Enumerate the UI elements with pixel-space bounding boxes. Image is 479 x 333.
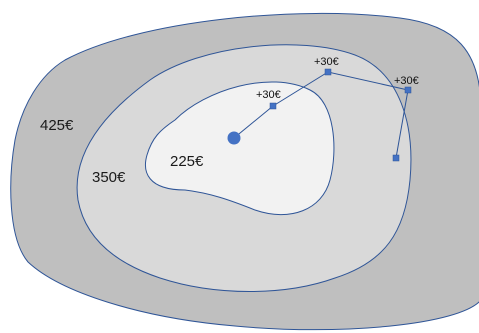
zone-label-middle: 350€: [92, 169, 126, 186]
step-marker: [404, 86, 412, 94]
end-marker: [392, 154, 400, 162]
step-label-2: +30€: [314, 56, 339, 68]
step-label-3: +30€: [394, 75, 419, 87]
step-label-1: +30€: [256, 89, 281, 101]
step-marker: [324, 68, 332, 76]
step-marker: [269, 102, 277, 110]
zone-label-inner: 225€: [170, 153, 204, 170]
zone-label-outer: 425€: [40, 117, 74, 134]
start-point-marker: [227, 131, 241, 145]
zone-inner: [145, 81, 335, 216]
